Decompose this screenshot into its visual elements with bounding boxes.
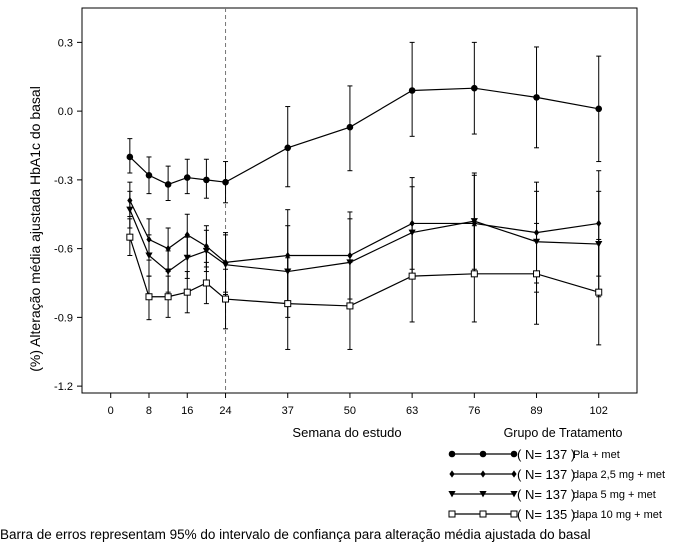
data-point-circle bbox=[471, 84, 478, 92]
data-point-triangle bbox=[595, 241, 603, 248]
y-tick-label: -0.9 bbox=[54, 312, 73, 324]
x-tick-label: 37 bbox=[282, 405, 294, 417]
data-point-triangle bbox=[202, 247, 210, 255]
data-point-square bbox=[408, 272, 416, 280]
x-tick-label: 8 bbox=[146, 405, 152, 417]
legend-n: ( N= 137 ) bbox=[517, 487, 575, 502]
x-tick-label: 24 bbox=[219, 405, 231, 417]
data-point-circle bbox=[145, 171, 153, 179]
y-axis: 0.3 0.0 -0.3 -0.6 -0.9 -1.2 bbox=[54, 37, 82, 393]
series-line-circle bbox=[129, 87, 599, 186]
data-point-square bbox=[202, 279, 210, 287]
y-tick-label: -0.3 bbox=[54, 175, 73, 187]
data-point-diamond bbox=[184, 231, 190, 239]
series-lines bbox=[129, 87, 599, 307]
series-line-triangle bbox=[129, 209, 599, 273]
data-point-diamond bbox=[285, 251, 291, 260]
data-point-circle bbox=[222, 178, 229, 186]
legend-marker bbox=[511, 470, 517, 478]
chart-caption: Barra de erros representam 95% do interv… bbox=[0, 527, 591, 542]
legend-marker bbox=[448, 450, 456, 458]
data-point-triangle bbox=[126, 206, 134, 214]
data-point-triangle bbox=[164, 268, 172, 275]
legend-n: ( N= 135 ) bbox=[517, 507, 575, 522]
data-point-circle bbox=[284, 144, 292, 152]
legend-label: dapa 5 mg + met bbox=[573, 489, 656, 501]
data-point-triangle bbox=[145, 252, 153, 259]
data-point-square bbox=[470, 270, 478, 278]
data-point-circle bbox=[203, 176, 210, 184]
legend-item-square: ( N= 135 )dapa 10 mg + met bbox=[448, 507, 662, 522]
data-point-diamond bbox=[146, 235, 152, 244]
data-point-diamond bbox=[409, 219, 415, 228]
data-point-circle bbox=[346, 123, 354, 131]
legend-marker bbox=[480, 470, 486, 478]
data-point-triangle bbox=[346, 259, 354, 266]
error-bars bbox=[127, 41, 602, 350]
data-point-square bbox=[126, 233, 134, 241]
data-point-circle bbox=[164, 181, 172, 188]
data-point-circle bbox=[126, 153, 134, 161]
data-point-square bbox=[284, 300, 292, 308]
hba1c-chart: 0.3 0.0 -0.3 -0.6 -0.9 -1.2 0 8 16 24 37 50 63 76 89 1… bbox=[27, 7, 665, 522]
data-point-square bbox=[533, 270, 541, 278]
legend-item-triangle: ( N= 137 )dapa 5 mg + met bbox=[448, 487, 656, 502]
y-tick-label: -0.6 bbox=[54, 244, 73, 256]
data-point-diamond bbox=[165, 245, 171, 253]
legend-n: ( N= 137 ) bbox=[517, 447, 575, 462]
data-point-square bbox=[145, 293, 153, 301]
legend-marker bbox=[510, 491, 518, 498]
legend-marker bbox=[510, 450, 518, 458]
data-point-square bbox=[346, 302, 354, 310]
y-tick-label: 0.0 bbox=[58, 106, 73, 118]
y-tick-label: -1.2 bbox=[54, 381, 73, 393]
legend-marker bbox=[510, 510, 518, 518]
data-point-square bbox=[183, 288, 191, 296]
legend-marker bbox=[479, 491, 487, 498]
x-tick-label: 63 bbox=[406, 405, 418, 417]
x-tick-label: 16 bbox=[181, 405, 193, 417]
data-point-triangle bbox=[221, 261, 230, 269]
data-point-triangle bbox=[284, 268, 292, 275]
legend-title: Grupo de Tratamento bbox=[504, 426, 623, 440]
legend-label: dapa 2,5 mg + met bbox=[573, 469, 665, 481]
x-tick-label: 50 bbox=[344, 405, 356, 417]
x-tick-label: 0 bbox=[108, 405, 114, 417]
data-point-triangle bbox=[183, 254, 191, 262]
x-tick-label: 102 bbox=[590, 405, 608, 417]
data-point-diamond bbox=[347, 251, 353, 260]
legend-marker bbox=[449, 470, 455, 478]
data-point-triangle bbox=[532, 238, 541, 246]
y-tick-label: 0.3 bbox=[58, 37, 73, 49]
legend-marker bbox=[448, 491, 456, 498]
data-point-square bbox=[222, 295, 230, 303]
legend: ( N= 137 )Pla + met( N= 137 )dapa 2,5 mg… bbox=[448, 447, 665, 522]
data-point-square bbox=[595, 288, 603, 296]
x-tick-label: 89 bbox=[530, 405, 542, 417]
legend-item-circle: ( N= 137 )Pla + met bbox=[448, 447, 620, 462]
data-point-circle bbox=[533, 94, 540, 101]
series-markers bbox=[126, 84, 603, 310]
data-point-diamond bbox=[127, 196, 133, 205]
legend-label: dapa 10 mg + met bbox=[573, 509, 662, 521]
data-point-circle bbox=[408, 87, 416, 94]
data-point-diamond bbox=[533, 228, 540, 237]
data-point-circle bbox=[595, 105, 603, 113]
legend-marker bbox=[448, 510, 456, 518]
legend-marker bbox=[479, 450, 487, 458]
x-axis-label: Semana do estudo bbox=[292, 425, 401, 440]
legend-label: Pla + met bbox=[573, 449, 620, 461]
y-axis-label: (%) Alteração média ajustada HbA1c do ba… bbox=[27, 86, 43, 372]
legend-n: ( N= 137 ) bbox=[517, 467, 575, 482]
data-point-square bbox=[164, 293, 172, 301]
x-tick-label: 76 bbox=[468, 405, 480, 417]
legend-marker bbox=[479, 510, 487, 518]
data-point-triangle bbox=[470, 218, 478, 225]
data-point-triangle bbox=[408, 229, 416, 236]
plot-frame bbox=[81, 7, 638, 394]
data-point-diamond bbox=[596, 219, 602, 228]
legend-item-diamond: ( N= 137 )dapa 2,5 mg + met bbox=[449, 467, 665, 482]
x-axis: 0 8 16 24 37 50 63 76 89 102 bbox=[108, 393, 608, 417]
data-point-circle bbox=[183, 174, 191, 181]
